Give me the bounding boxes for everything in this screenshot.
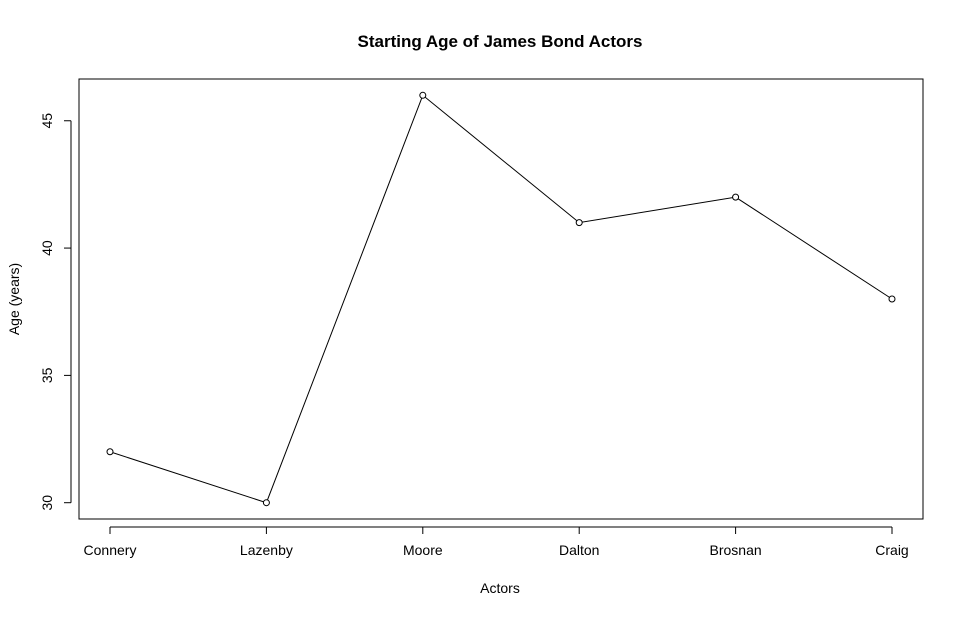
y-tick-label: 35 <box>39 367 55 383</box>
x-tick-label: Craig <box>875 542 908 558</box>
x-tick-label: Connery <box>84 542 137 558</box>
data-point <box>575 219 583 227</box>
data-point <box>419 91 427 99</box>
y-tick-label: 45 <box>39 113 55 129</box>
x-tick-label: Lazenby <box>240 542 293 558</box>
x-axis: Connery Lazenby Moore Dalton Brosnan Craig <box>84 526 909 558</box>
y-axis-label: Age (years) <box>6 263 22 335</box>
x-tick-label: Brosnan <box>710 542 762 558</box>
data-point <box>888 295 896 303</box>
chart-title: Starting Age of James Bond Actors <box>358 32 643 51</box>
data-series <box>106 91 896 507</box>
x-tick-label: Moore <box>403 542 443 558</box>
y-tick-label: 30 <box>39 495 55 511</box>
y-tick-label: 40 <box>39 240 55 256</box>
data-point <box>262 499 270 507</box>
data-point <box>732 193 740 201</box>
series-line <box>109 94 893 504</box>
plot-frame <box>78 78 924 520</box>
data-point <box>106 448 114 456</box>
y-axis: 30 35 40 45 <box>39 113 72 511</box>
x-axis-label: Actors <box>480 580 520 596</box>
x-tick-label: Dalton <box>559 542 599 558</box>
